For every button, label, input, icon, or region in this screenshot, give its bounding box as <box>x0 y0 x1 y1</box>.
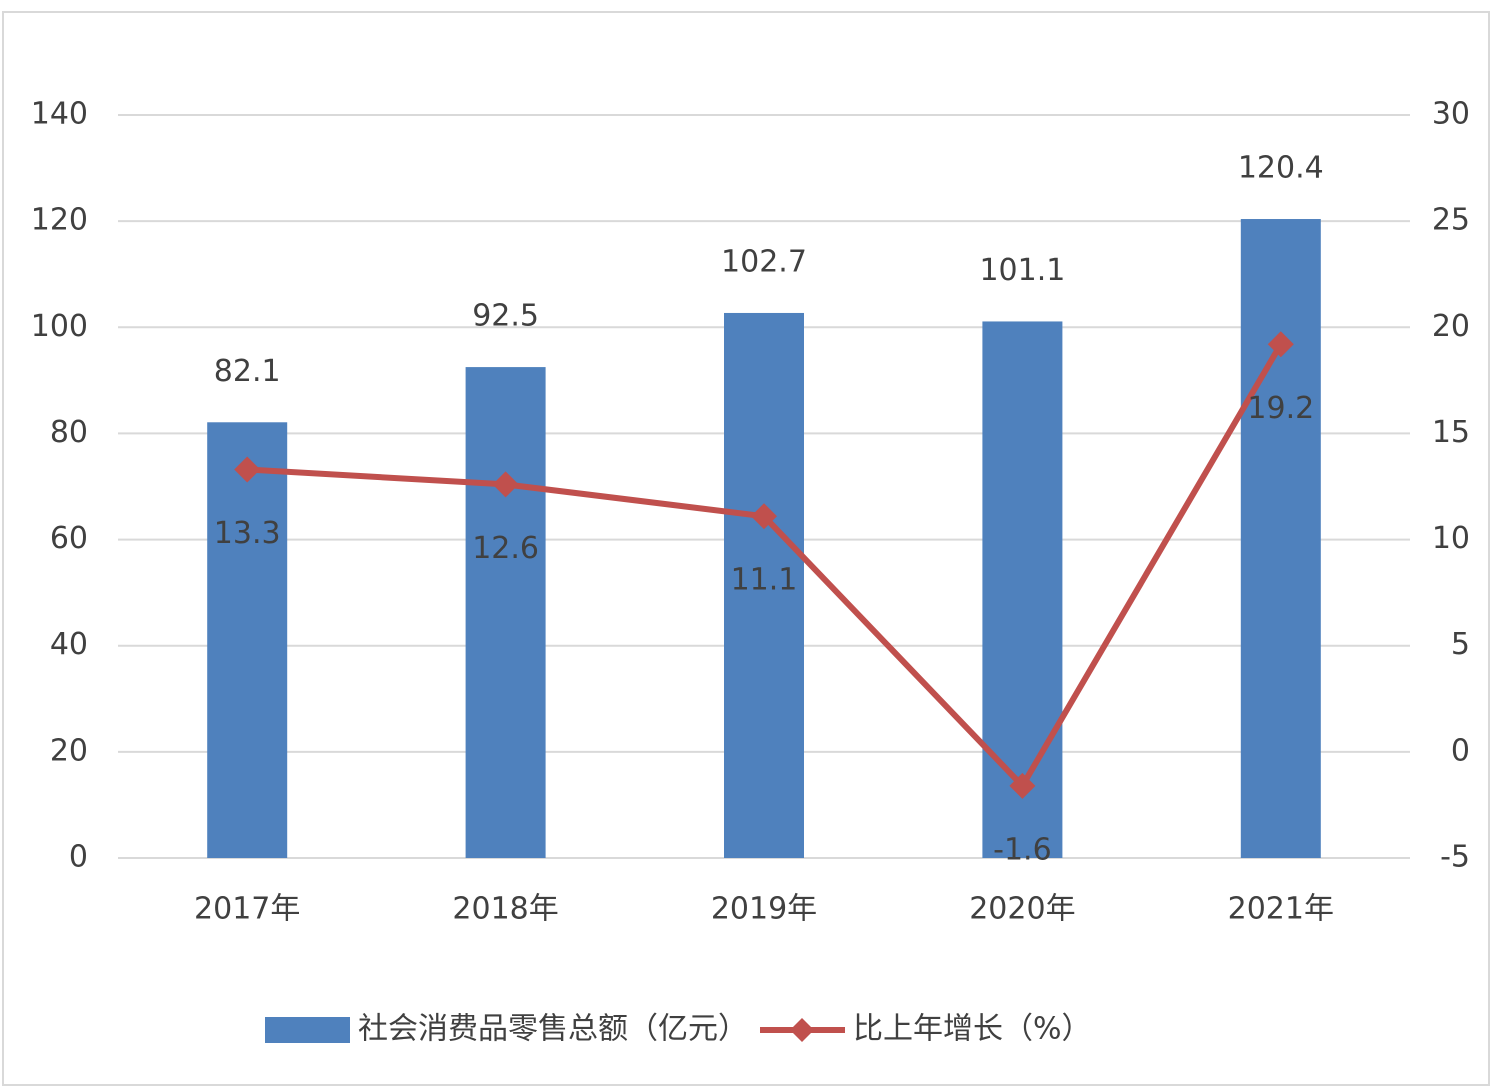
line-marker <box>1009 772 1036 799</box>
y2-tick-label: 10 <box>1432 521 1470 556</box>
y-tick-label: 20 <box>50 733 88 768</box>
y2-tick-label: 0 <box>1451 733 1470 768</box>
line-value-label: 13.3 <box>214 516 281 551</box>
bar <box>1240 219 1321 858</box>
line-value-label: -1.6 <box>993 832 1052 867</box>
line-value-label: 11.1 <box>731 563 798 598</box>
line-marker <box>1267 331 1294 358</box>
bar-value-label: 92.5 <box>472 299 539 334</box>
line-value-label: 12.6 <box>472 531 539 566</box>
x-tick-label: 2017年 <box>194 892 300 927</box>
y2-tick-label: 25 <box>1432 203 1470 238</box>
x-tick-label: 2018年 <box>452 892 558 927</box>
bar <box>465 367 546 858</box>
y2-tick-label: 15 <box>1432 415 1470 450</box>
y-tick-label: 100 <box>31 309 88 344</box>
y2-tick-label: -5 <box>1440 840 1470 875</box>
x-tick-label: 2019年 <box>711 892 817 927</box>
y2-tick-label: 30 <box>1432 97 1470 132</box>
bar <box>724 312 804 858</box>
y-tick-label: 140 <box>31 97 88 132</box>
y-tick-label: 120 <box>31 203 88 238</box>
legend-label: 社会消费品零售总额（亿元） <box>358 1012 748 1047</box>
y-tick-label: 60 <box>50 521 88 556</box>
legend-label: 比上年增长（%） <box>853 1012 1092 1047</box>
y2-tick-label: 5 <box>1451 627 1470 662</box>
bar-value-label: 101.1 <box>979 253 1065 288</box>
line-value-label: 19.2 <box>1247 391 1314 426</box>
legend-swatch <box>265 1017 350 1043</box>
line-marker <box>492 471 519 498</box>
y-tick-label: 0 <box>69 840 88 875</box>
bar <box>207 422 288 858</box>
bar-value-label: 102.7 <box>721 244 807 279</box>
y-tick-label: 80 <box>50 415 88 450</box>
y-tick-label: 40 <box>50 627 88 662</box>
line-marker <box>751 503 777 530</box>
bar-value-label: 82.1 <box>214 354 281 389</box>
bar-value-label: 120.4 <box>1238 151 1324 186</box>
x-tick-label: 2021年 <box>1228 892 1334 927</box>
line-marker <box>234 456 261 483</box>
legend-marker <box>790 1018 814 1042</box>
y2-tick-label: 20 <box>1432 309 1470 344</box>
x-tick-label: 2020年 <box>969 892 1075 927</box>
bar <box>982 321 1063 858</box>
